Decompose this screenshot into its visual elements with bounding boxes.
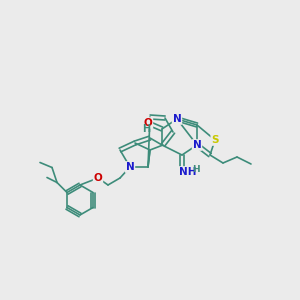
Text: N: N: [193, 140, 201, 150]
Text: N: N: [172, 114, 182, 124]
Text: NH: NH: [179, 167, 197, 177]
Text: H: H: [142, 124, 150, 134]
Text: H: H: [192, 166, 200, 175]
Text: N: N: [126, 162, 134, 172]
Text: O: O: [144, 118, 152, 128]
Text: S: S: [211, 135, 219, 145]
Text: O: O: [94, 173, 102, 183]
